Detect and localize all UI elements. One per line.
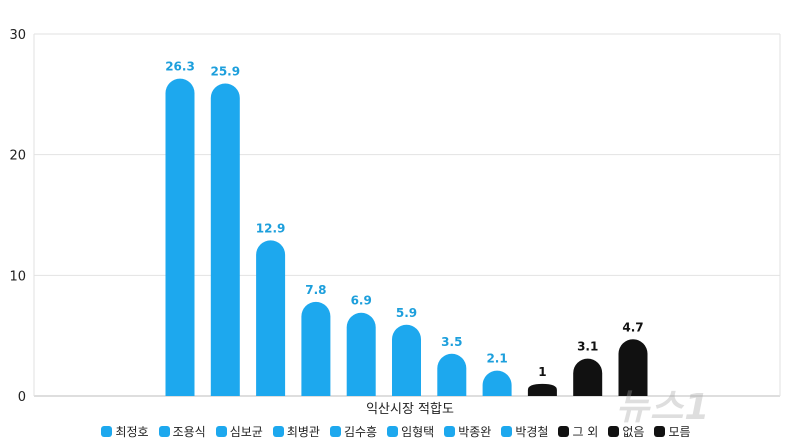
bar-박종완	[437, 353, 467, 396]
value-label: 25.9	[210, 64, 240, 78]
y-tick-label: 20	[9, 149, 26, 164]
legend-swatch	[101, 425, 113, 437]
legend-swatch	[558, 425, 570, 437]
legend-swatch	[272, 425, 284, 437]
value-label: 26.3	[165, 60, 195, 74]
legend-item[interactable]: 임형택	[387, 423, 434, 440]
legend-swatch	[215, 425, 227, 437]
bars	[165, 78, 648, 397]
bar-모름	[618, 339, 648, 396]
legend-label: 최병관	[286, 424, 320, 439]
legend-item[interactable]: 그 외	[558, 423, 598, 440]
legend-swatch	[158, 425, 170, 437]
bar-김수흥	[346, 312, 376, 396]
legend-label: 임형택	[401, 424, 435, 439]
legend-item[interactable]: 김수흥	[329, 423, 378, 440]
legend-label: 심보균	[229, 424, 263, 439]
legend-swatch	[444, 425, 456, 437]
value-label: 6.9	[351, 294, 372, 308]
legend-swatch	[654, 425, 666, 437]
legend-swatch	[387, 425, 399, 437]
legend-item[interactable]: 박경철	[501, 423, 548, 440]
legend-item[interactable]: 조용식	[158, 423, 206, 440]
legend-item[interactable]: 박종완	[444, 423, 491, 440]
value-label: 4.7	[622, 320, 643, 334]
legend-swatch	[329, 425, 341, 437]
watermark: 뉴스1	[616, 387, 711, 428]
legend-label: 최정호	[115, 424, 149, 439]
legend-item[interactable]: 없음	[608, 423, 644, 440]
legend-label: 김수흥	[343, 424, 378, 439]
bar-심보균	[256, 240, 286, 396]
y-tick-label: 10	[9, 269, 26, 284]
x-axis-label: 익산시장 적합도	[366, 402, 454, 417]
value-label: 12.9	[256, 221, 286, 235]
value-label: 7.8	[305, 283, 326, 297]
legend: 최정호 조용식 심보균 최병관 김수흥 임형택 박종완 박경철 그 외 없음 모름	[0, 420, 792, 442]
legend-label: 박종완	[458, 424, 492, 439]
bar-chart: 0 10 20 30 26.3 25.9 12.9 7.8 6.9 5.9 3.5 2.1 1 3.1 4…	[9, 28, 781, 417]
bar-없음	[573, 358, 603, 396]
legend-item[interactable]: 모름	[654, 423, 691, 440]
legend-label: 조용식	[172, 424, 206, 439]
bar-조용식	[210, 83, 240, 397]
bar-박경철	[482, 370, 512, 396]
bar-최정호	[165, 78, 195, 396]
y-tick-label: 30	[9, 28, 26, 43]
legend-item[interactable]: 심보균	[215, 423, 263, 440]
legend-item[interactable]: 최병관	[272, 423, 320, 440]
legend-label: 없음	[622, 424, 645, 439]
legend-swatch	[608, 425, 620, 437]
value-label: 2.1	[486, 352, 507, 366]
value-label: 3.1	[577, 340, 598, 354]
value-label: 3.5	[441, 335, 462, 349]
y-axis: 0 10 20 30	[9, 28, 781, 405]
value-label: 1	[538, 365, 546, 379]
value-label: 5.9	[396, 306, 417, 320]
legend-label: 모름	[668, 424, 691, 439]
legend-swatch	[501, 425, 513, 437]
legend-item[interactable]: 최정호	[101, 423, 149, 440]
bar-그 외	[527, 383, 557, 396]
bar-최병관	[301, 301, 331, 396]
bar-임형택	[392, 324, 421, 396]
legend-label: 그 외	[572, 424, 599, 439]
value-labels: 26.3 25.9 12.9 7.8 6.9 5.9 3.5 2.1 1 3.1 4.7	[165, 60, 643, 379]
legend-label: 박경철	[515, 424, 549, 439]
y-tick-label: 0	[18, 390, 26, 405]
